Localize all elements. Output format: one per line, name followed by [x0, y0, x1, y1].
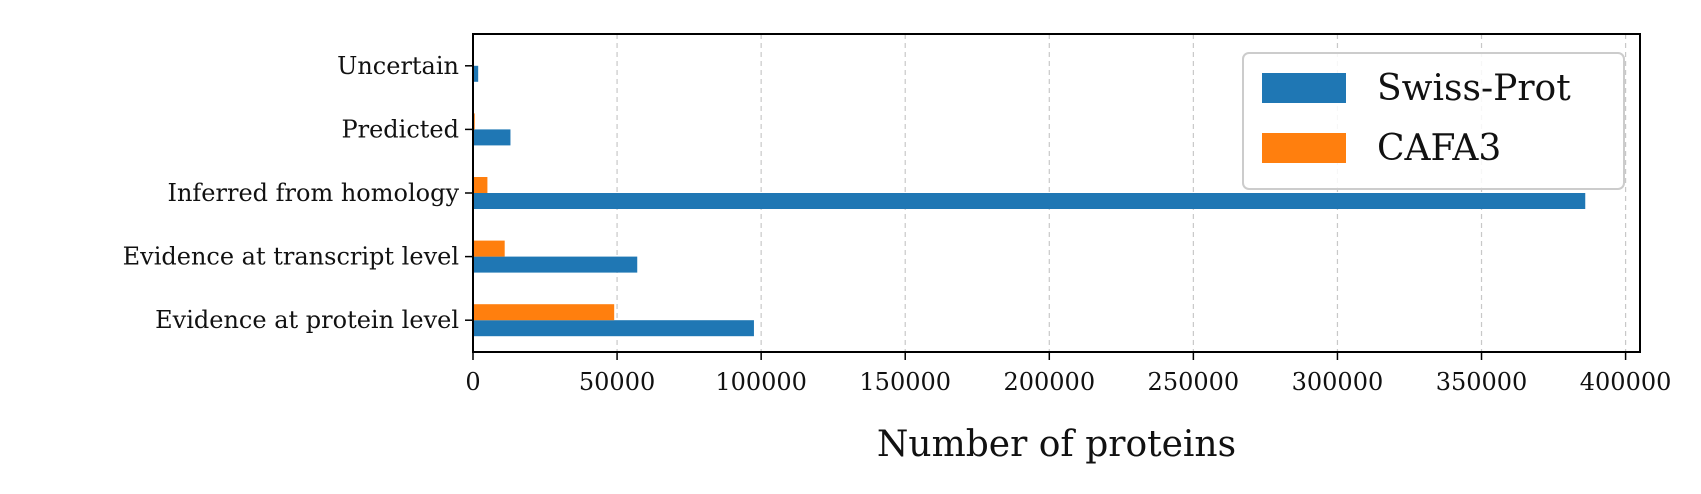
- y-axis-ticks: Evidence at protein level Evidence at tra…: [123, 52, 473, 334]
- y-tick-label: Evidence at protein level: [155, 306, 459, 334]
- x-tick-label: 350000: [1436, 368, 1528, 396]
- legend-label: CAFA3: [1377, 128, 1501, 169]
- bar-cafa3: [473, 304, 615, 321]
- legend-label: Swiss-Prot: [1377, 68, 1571, 109]
- y-tick-label: Evidence at transcript level: [123, 243, 459, 271]
- legend: Swiss-Prot CAFA3: [1242, 52, 1625, 190]
- bar-swiss-prot: [473, 129, 511, 146]
- y-tick-label: Inferred from homology: [167, 179, 459, 207]
- legend-swatch: [1262, 73, 1346, 103]
- y-tick-label: Predicted: [341, 115, 459, 143]
- x-tick-label: 50000: [579, 368, 655, 396]
- x-tick-label: 400000: [1580, 368, 1672, 396]
- bar-cafa3: [473, 240, 505, 257]
- x-tick-label: 300000: [1292, 368, 1384, 396]
- bars: [473, 49, 1586, 337]
- x-tick-label: 200000: [1003, 368, 1095, 396]
- bar-cafa3: [473, 177, 488, 193]
- y-tick-label: Uncertain: [337, 52, 459, 80]
- bar-swiss-prot: [473, 65, 479, 82]
- x-axis-ticks: 0 50000 100000 150000 200000 250000 300000 3500…: [465, 352, 1671, 396]
- x-axis-label: Number of proteins: [877, 424, 1236, 465]
- bar-swiss-prot: [473, 193, 1586, 209]
- x-tick-label: 100000: [715, 368, 807, 396]
- x-tick-label: 250000: [1148, 368, 1240, 396]
- x-tick-label: 0: [465, 368, 480, 396]
- bar-swiss-prot: [473, 256, 638, 273]
- x-tick-label: 150000: [859, 368, 951, 396]
- bar-swiss-prot: [473, 320, 754, 337]
- legend-swatch: [1262, 133, 1346, 163]
